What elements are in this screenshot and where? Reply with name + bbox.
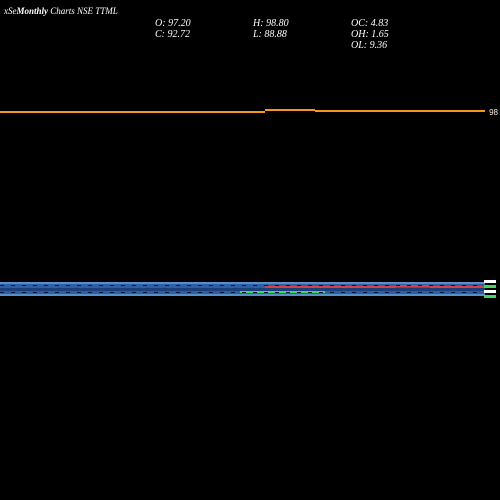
dash-row [0, 292, 485, 293]
stat-label: L: [253, 29, 262, 40]
stat-close: C: 92.72 [155, 29, 253, 40]
stat-label: OL: [351, 40, 367, 51]
stat-high: H: 98.80 [253, 18, 351, 29]
title-bold: Monthly [17, 6, 49, 16]
stat-label: H: [253, 18, 264, 29]
stat-value: 88.88 [264, 29, 287, 40]
stats-row-2: C: 92.72 L: 88.88 OH: 1.65 [155, 29, 431, 40]
stat-empty [155, 40, 253, 51]
stat-value: 4.83 [371, 18, 389, 29]
indicator-overlay [430, 286, 485, 288]
stat-value: 98.80 [266, 18, 289, 29]
stat-label: O: [155, 18, 166, 29]
price-line-segment [265, 109, 315, 111]
stat-value: 92.72 [168, 29, 191, 40]
indicator-axis-marks [484, 280, 498, 302]
stat-oh: OH: 1.65 [351, 29, 431, 40]
stats-row-3: OL: 9.36 [155, 40, 431, 51]
indicator-chart [0, 282, 485, 300]
axis-mark [484, 280, 496, 283]
stat-open: O: 97.20 [155, 18, 253, 29]
stat-value: 9.36 [370, 40, 388, 51]
y-axis-tick: 98 [489, 108, 498, 117]
stat-label: C: [155, 29, 165, 40]
stat-ol: OL: 9.36 [351, 40, 431, 51]
dash-row [0, 285, 485, 286]
axis-mark [484, 290, 496, 293]
price-line-segment [0, 111, 265, 113]
ohlc-stats: O: 97.20 H: 98.80 OC: 4.83 C: 92.72 L: 8… [155, 18, 431, 51]
chart-title: xSeMonthly Charts NSE TTML [4, 6, 118, 16]
stat-value: 1.65 [371, 29, 389, 40]
stat-value: 97.20 [168, 18, 191, 29]
stats-row-1: O: 97.20 H: 98.80 OC: 4.83 [155, 18, 431, 29]
stat-empty [253, 40, 351, 51]
indicator-overlay [265, 286, 395, 288]
title-suffix: Charts NSE TTML [48, 6, 118, 16]
indicator-band [0, 294, 485, 296]
axis-mark [484, 295, 496, 298]
price-chart [0, 108, 485, 118]
title-prefix: xSe [4, 6, 17, 16]
stat-oc: OC: 4.83 [351, 18, 431, 29]
price-line-segment [315, 110, 485, 112]
stat-label: OC: [351, 18, 368, 29]
stat-label: OH: [351, 29, 369, 40]
axis-mark [484, 285, 496, 288]
stat-low: L: 88.88 [253, 29, 351, 40]
